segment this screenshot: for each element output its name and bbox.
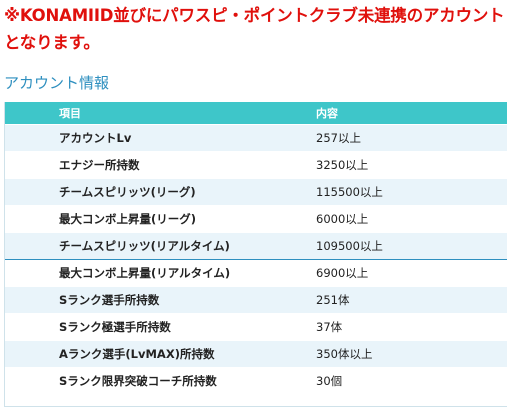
row-value: 30個: [280, 367, 507, 394]
table-row: Sランク限界突破コーチ所持数 30個: [4, 367, 507, 394]
row-item: エナジー所持数: [4, 151, 280, 179]
account-info-table: 項目 内容 アカウントLv 257以上 エナジー所持数 3250以上 チームスピ…: [4, 102, 507, 394]
table-row: Aランク選手(LvMAX)所持数 350体以上: [4, 340, 507, 368]
table-header-row: 項目 内容: [4, 102, 507, 125]
row-value: 37体: [280, 313, 507, 341]
row-value: 6900以上: [280, 259, 507, 287]
row-item: 最大コンボ上昇量(リアルタイム): [4, 259, 280, 287]
row-item: Sランク極選手所持数: [4, 313, 280, 341]
table-row: 最大コンボ上昇量(リアルタイム) 6900以上: [4, 259, 507, 287]
row-item: チームスピリッツ(リアルタイム): [4, 232, 280, 260]
row-item: Sランク限界突破コーチ所持数: [4, 367, 280, 394]
row-value: 257以上: [280, 124, 507, 152]
row-value: 115500以上: [280, 178, 507, 206]
row-item: 最大コンボ上昇量(リーグ): [4, 205, 280, 233]
row-item: Sランク選手所持数: [4, 286, 280, 314]
row-value: 109500以上: [280, 232, 507, 260]
header-value: 内容: [280, 102, 507, 125]
account-notice: ※KONAMIID並びにパワスピ・ポイントクラブ未連携のアカウントとなります。: [4, 6, 505, 52]
table-row: Sランク選手所持数 251体: [4, 286, 507, 314]
table-bottom-border: [4, 406, 507, 407]
row-value: 6000以上: [280, 205, 507, 233]
section-title: アカウント情報: [4, 74, 110, 92]
table-row: アカウントLv 257以上: [4, 124, 507, 152]
row-item: アカウントLv: [4, 124, 280, 152]
row-item: Aランク選手(LvMAX)所持数: [4, 340, 280, 368]
table-left-border: [4, 102, 5, 407]
table-row: エナジー所持数 3250以上: [4, 151, 507, 179]
table-row: Sランク極選手所持数 37体: [4, 313, 507, 341]
row-item: チームスピリッツ(リーグ): [4, 178, 280, 206]
row-value: 350体以上: [280, 340, 507, 368]
row-value: 3250以上: [280, 151, 507, 179]
header-item: 項目: [4, 102, 280, 125]
table-row: チームスピリッツ(リーグ) 115500以上: [4, 178, 507, 206]
table-row: チームスピリッツ(リアルタイム) 109500以上: [4, 232, 507, 260]
table-row: 最大コンボ上昇量(リーグ) 6000以上: [4, 205, 507, 233]
row-value: 251体: [280, 286, 507, 314]
